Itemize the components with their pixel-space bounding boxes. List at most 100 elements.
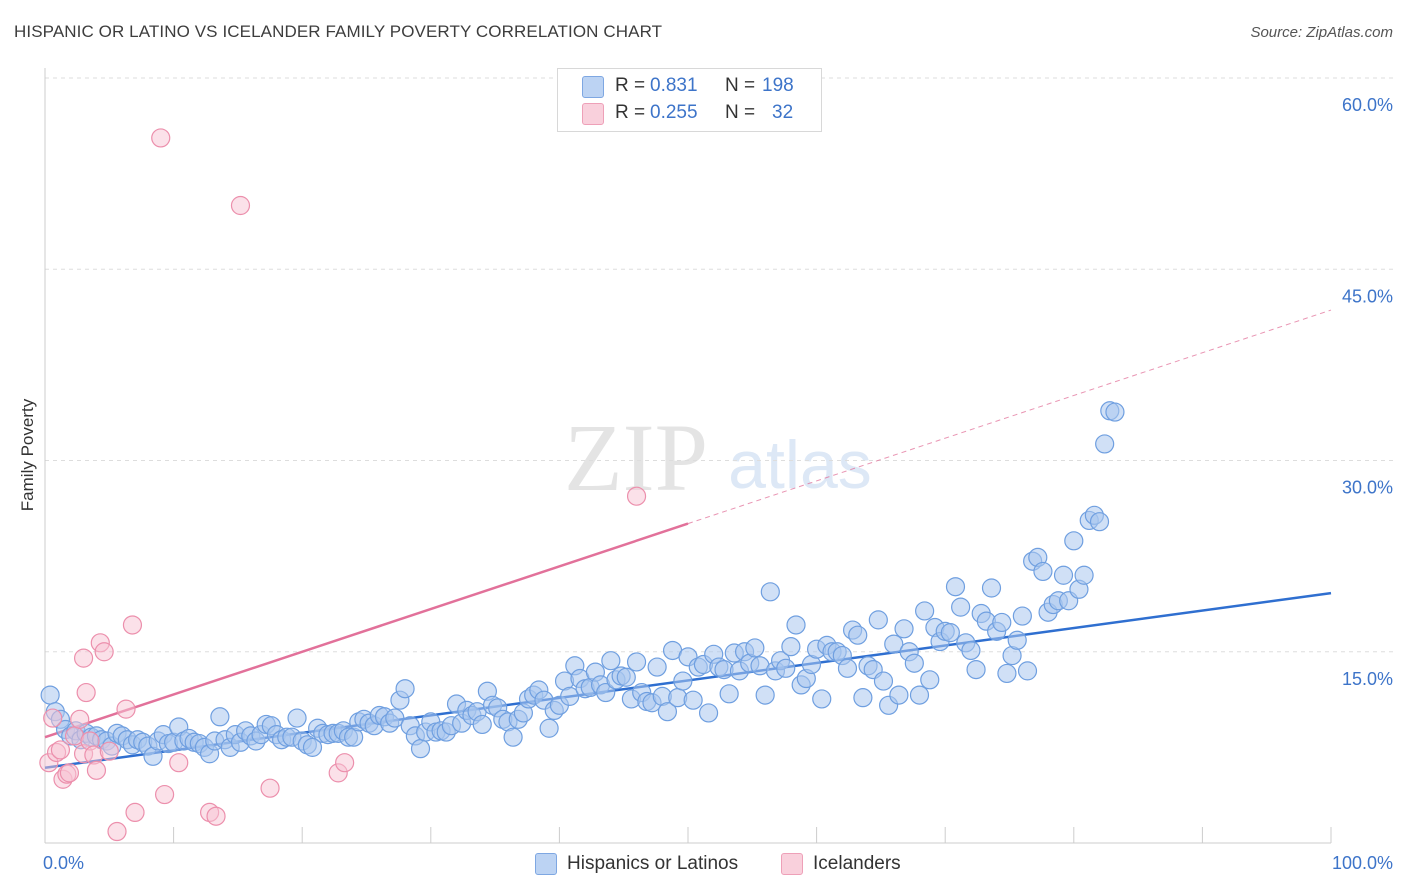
hispanic-point: [287, 708, 307, 728]
y-tick-label: 15.0%: [1342, 669, 1393, 689]
hispanic-point: [626, 652, 647, 672]
icelander-trend-line: [44, 522, 689, 739]
hispanic-point: [210, 707, 230, 727]
icelander-point: [230, 195, 251, 216]
hispanic-point: [1017, 661, 1038, 681]
hispanic-point: [786, 615, 806, 635]
hispanic-point: [673, 671, 693, 691]
watermark-atlas: atlas: [728, 427, 872, 503]
correlation-legend: R = 0.831 N = 198 R = 0.255 N = 32: [557, 68, 822, 132]
hispanic-point: [812, 689, 832, 709]
icelander-point: [70, 709, 90, 729]
y-tick-label: 60.0%: [1342, 95, 1393, 115]
y-tick-label: 30.0%: [1342, 478, 1393, 498]
source-label: Source: ZipAtlas.com: [1250, 24, 1393, 41]
hispanic-point: [920, 670, 940, 690]
hispanic-point: [997, 663, 1017, 684]
hispanic-point: [1064, 531, 1084, 551]
data-points: [39, 128, 1125, 842]
icelander-trend-extension: [687, 309, 1332, 525]
hispanic-point: [472, 714, 492, 735]
icelander-point: [260, 778, 280, 798]
hispanic-point: [1089, 512, 1110, 532]
icelander-point: [107, 821, 127, 842]
legend-r-label: R =: [615, 102, 646, 123]
icelander-point: [626, 486, 647, 506]
icelander-point: [125, 802, 145, 823]
hispanic-point: [940, 623, 960, 643]
hispanic-point: [1095, 434, 1115, 454]
icelander-point: [99, 741, 119, 761]
bottom-legend-swatch-blue: [535, 853, 557, 875]
icelander-point: [154, 784, 175, 805]
hispanic-point: [698, 703, 719, 723]
hispanic-point: [616, 667, 636, 687]
hispanic-point: [1053, 565, 1074, 585]
hispanic-point: [966, 659, 986, 680]
hispanic-point: [1012, 606, 1032, 626]
hispanic-point: [781, 637, 801, 657]
hispanic-point: [1074, 565, 1094, 585]
grid-lines: [45, 77, 1395, 653]
icelander-point: [151, 128, 171, 148]
hispanic-point: [884, 634, 904, 654]
hispanic-point: [1033, 561, 1053, 582]
chart-title: HISPANIC OR LATINO VS ICELANDER FAMILY P…: [14, 22, 663, 41]
hispanic-point: [755, 685, 775, 705]
hispanic-point: [410, 739, 431, 759]
hispanic-point: [385, 708, 405, 728]
y-tick-label: 45.0%: [1342, 286, 1393, 306]
legend-swatch-pink: [582, 103, 604, 125]
bottom-legend-label: Icelanders: [813, 853, 901, 874]
hispanic-point: [657, 702, 678, 722]
hispanic-point: [719, 684, 739, 704]
hispanic-point: [776, 658, 796, 678]
hispanic-point: [596, 682, 616, 703]
hispanic-point: [1007, 630, 1027, 650]
icelander-point: [116, 699, 136, 719]
hispanic-point: [837, 658, 858, 678]
hispanic-point: [951, 597, 971, 617]
icelander-point: [50, 740, 71, 760]
hispanic-point: [683, 690, 703, 710]
watermark: ZIP atlas: [564, 404, 872, 511]
hispanic-point: [894, 619, 914, 639]
hispanic-point: [889, 685, 909, 705]
hispanic-point: [1105, 402, 1125, 422]
hispanic-point: [503, 727, 523, 747]
legend-r-value: 0.831: [650, 75, 698, 96]
hispanic-point: [745, 638, 765, 658]
icelander-point: [86, 760, 107, 780]
legend-r-label: R =: [615, 75, 646, 96]
icelander-point: [122, 615, 143, 635]
x-tick-label: 100.0%: [1332, 853, 1393, 873]
hispanic-point: [873, 671, 894, 691]
legend-n-value: 198: [762, 75, 794, 96]
tick-labels: 15.0% 30.0% 45.0% 60.0% 0.0% 100.0%: [43, 95, 1393, 873]
hispanic-point: [945, 577, 966, 597]
icelander-point: [59, 763, 80, 783]
icelander-point: [169, 753, 189, 773]
icelander-point: [206, 806, 226, 826]
legend-n-label: N =: [725, 75, 756, 96]
hispanic-point: [647, 657, 667, 677]
legend-n-value: 32: [772, 102, 794, 123]
y-axis-label: Family Poverty: [18, 398, 37, 512]
hispanic-point: [539, 718, 559, 738]
hispanic-point: [395, 679, 415, 699]
hispanic-point: [853, 688, 873, 708]
hispanic-point: [40, 685, 60, 705]
hispanic-point: [760, 582, 780, 602]
hispanic-point: [848, 625, 868, 645]
hispanic-point: [992, 612, 1012, 633]
hispanic-point: [302, 737, 323, 757]
hispanic-point: [915, 601, 935, 621]
bottom-legend-label: Hispanics or Latinos: [567, 853, 739, 874]
hispanic-point: [904, 653, 924, 673]
bottom-legend-swatch-pink: [781, 853, 803, 875]
legend-r-value: 0.255: [650, 102, 698, 123]
hispanic-point: [961, 640, 981, 661]
hispanic-point: [981, 578, 1002, 598]
hispanic-point: [560, 686, 580, 706]
